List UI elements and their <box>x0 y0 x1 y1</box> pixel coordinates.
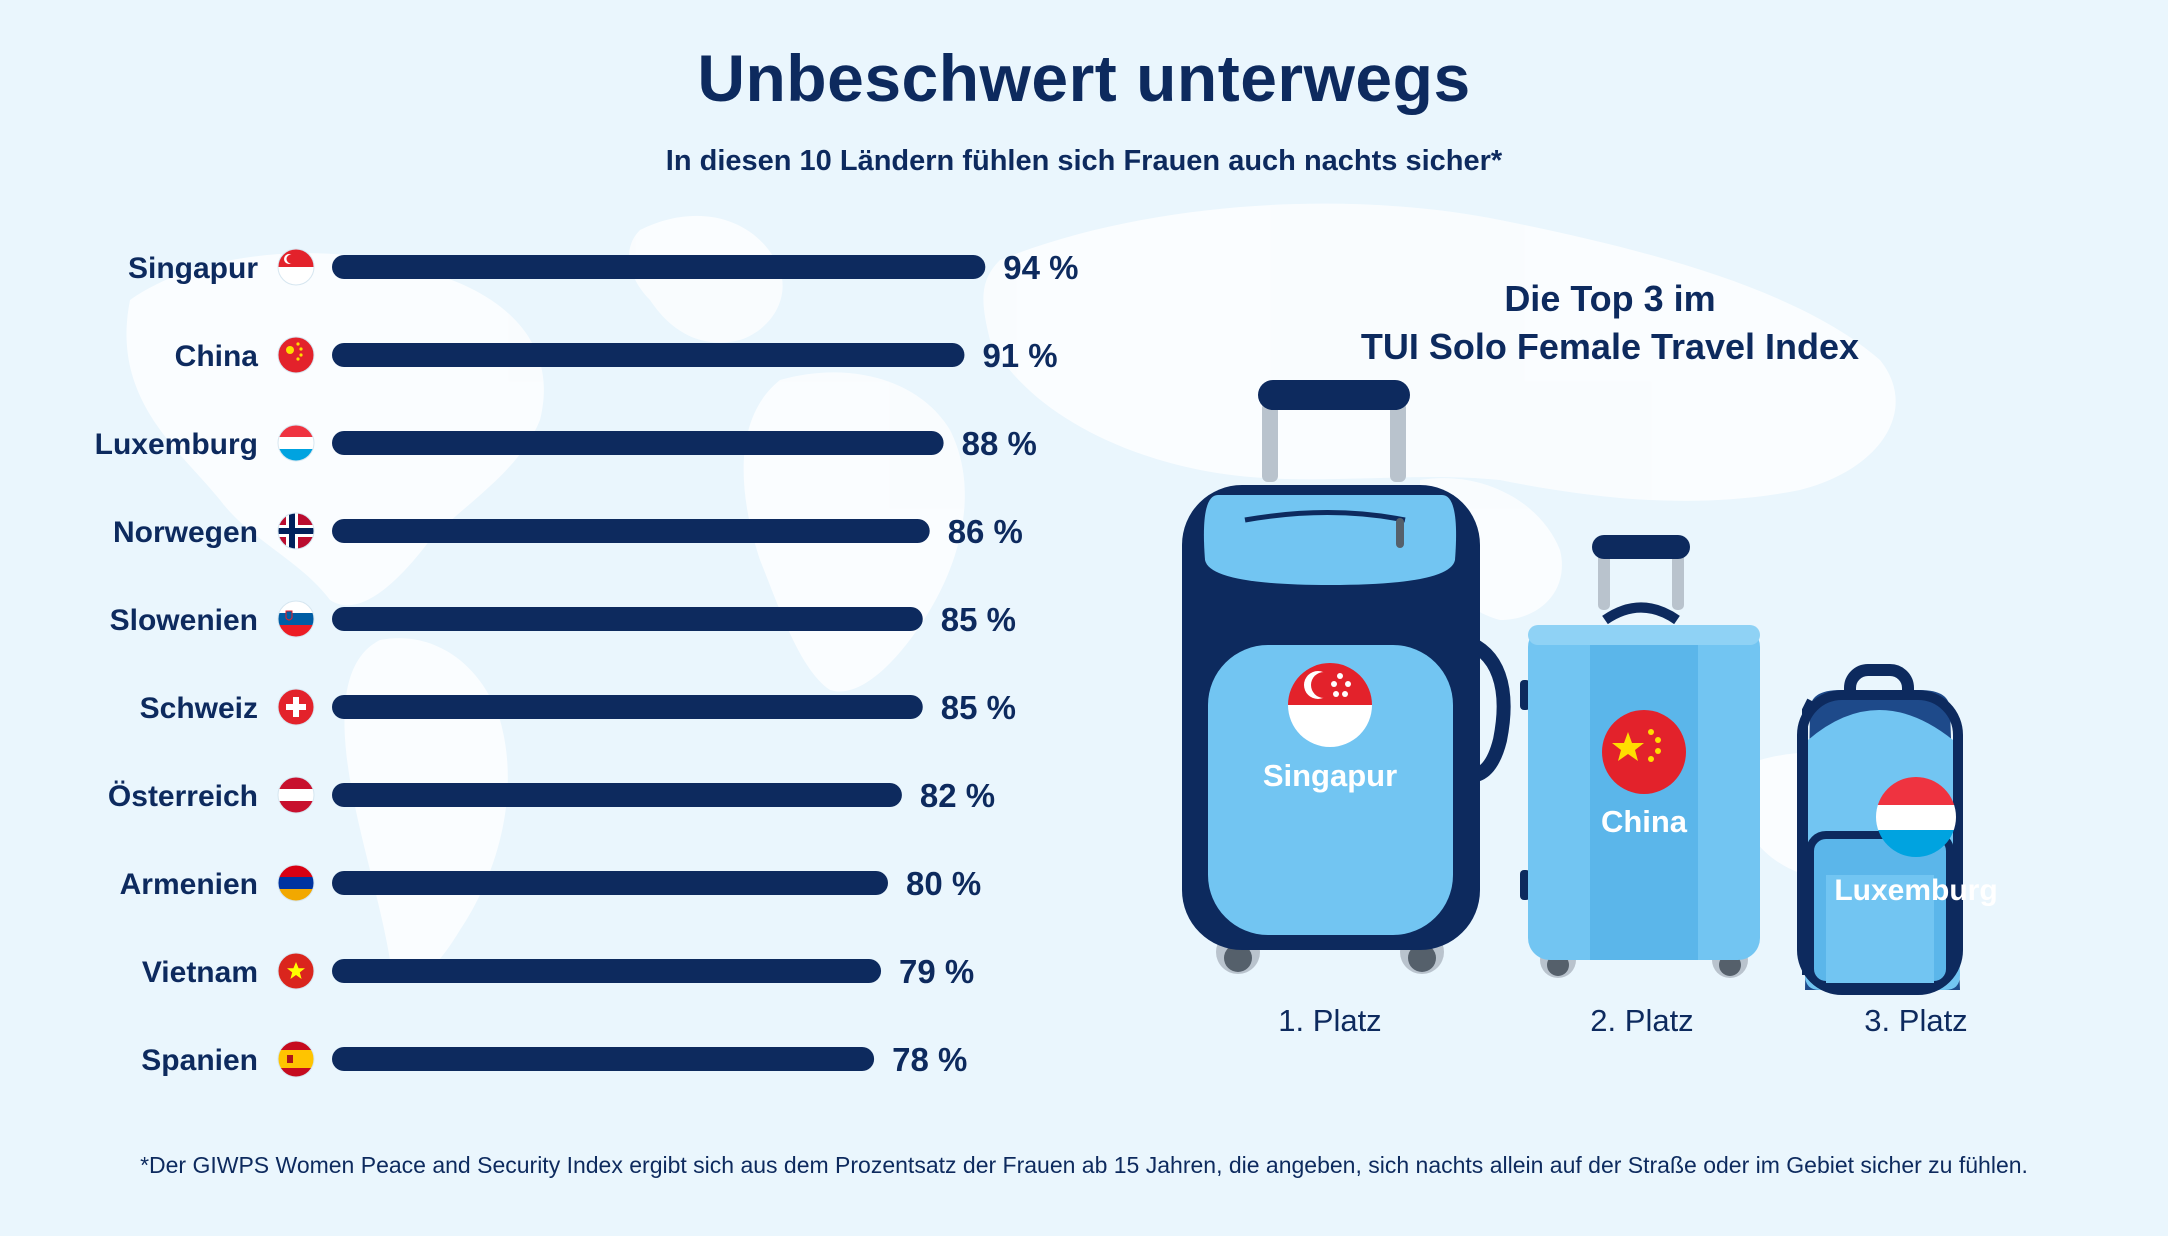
bar <box>332 519 930 543</box>
top3-place-1: 1. Platz <box>1278 1003 1382 1038</box>
suitcase-medium-icon <box>1520 535 1760 978</box>
value-label: 88 % <box>962 425 1037 462</box>
value-label: 85 % <box>941 601 1016 638</box>
bar <box>332 783 902 807</box>
bar <box>332 607 923 631</box>
value-label: 86 % <box>948 513 1023 550</box>
top3-title: Die Top 3 im TUI Solo Female Travel Inde… <box>1250 275 1970 371</box>
switzerland-flag-icon <box>277 688 315 726</box>
category-label: Luxemburg <box>95 428 258 461</box>
luxembourg-flag-icon <box>277 424 315 462</box>
category-label: Vietnam <box>142 956 258 989</box>
top3-title-line1: Die Top 3 im <box>1504 278 1716 319</box>
backpack-icon <box>1797 664 1963 995</box>
category-label: Slowenien <box>110 604 258 637</box>
luggage-illustration: Singapur China Luxemburg <box>1182 380 1998 995</box>
value-label: 79 % <box>899 953 974 990</box>
china-flag-icon <box>1602 710 1686 794</box>
footnote: *Der GIWPS Women Peace and Security Inde… <box>140 1152 2028 1178</box>
value-label: 91 % <box>982 337 1057 374</box>
top3-country-2: China <box>1601 804 1688 839</box>
austria-flag-icon <box>277 776 315 814</box>
category-label: Österreich <box>108 780 258 813</box>
bar-chart: Singapur 94 % China 91 % Luxemburg 88 % Norweg… <box>95 248 1079 1078</box>
value-label: 80 % <box>906 865 981 902</box>
bar <box>332 695 923 719</box>
spain-flag-icon <box>277 1040 315 1078</box>
value-label: 82 % <box>920 777 995 814</box>
bar <box>332 431 944 455</box>
value-label: 78 % <box>892 1041 967 1078</box>
category-label: Schweiz <box>140 692 258 725</box>
category-label: Norwegen <box>113 516 258 549</box>
top3-place-2: 2. Platz <box>1590 1003 1694 1038</box>
category-label: Spanien <box>141 1044 258 1077</box>
norway-flag-icon <box>277 512 315 550</box>
top3-country-1: Singapur <box>1263 758 1397 793</box>
top3-title-line2: TUI Solo Female Travel Index <box>1360 326 1860 367</box>
value-label: 94 % <box>1003 249 1078 286</box>
top3-place-3: 3. Platz <box>1864 1003 1968 1038</box>
bar <box>332 343 965 367</box>
category-label: Armenien <box>120 868 258 901</box>
page-title: Unbeschwert unterwegs <box>697 41 1471 115</box>
vietnam-flag-icon <box>277 952 315 990</box>
bar <box>332 1047 875 1071</box>
page-subtitle: In diesen 10 Ländern fühlen sich Frauen … <box>665 145 1503 177</box>
value-label: 85 % <box>941 689 1016 726</box>
bar <box>332 871 888 895</box>
china-flag-icon <box>277 336 315 374</box>
category-label: Singapur <box>128 252 258 285</box>
category-label: China <box>175 340 259 373</box>
armenia-flag-icon <box>277 864 315 902</box>
bar <box>332 959 882 983</box>
bar <box>332 255 986 279</box>
slovenia-flag-icon <box>277 600 315 638</box>
top3-country-3: Luxemburg <box>1834 874 1997 907</box>
singapore-flag-icon <box>277 248 315 286</box>
